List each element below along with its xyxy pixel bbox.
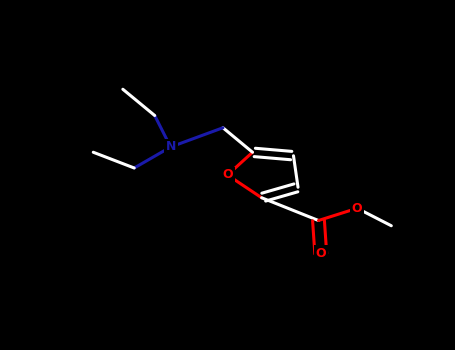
Text: O: O bbox=[222, 168, 233, 182]
Text: O: O bbox=[315, 247, 326, 260]
Text: N: N bbox=[166, 140, 176, 154]
Text: O: O bbox=[352, 202, 363, 215]
